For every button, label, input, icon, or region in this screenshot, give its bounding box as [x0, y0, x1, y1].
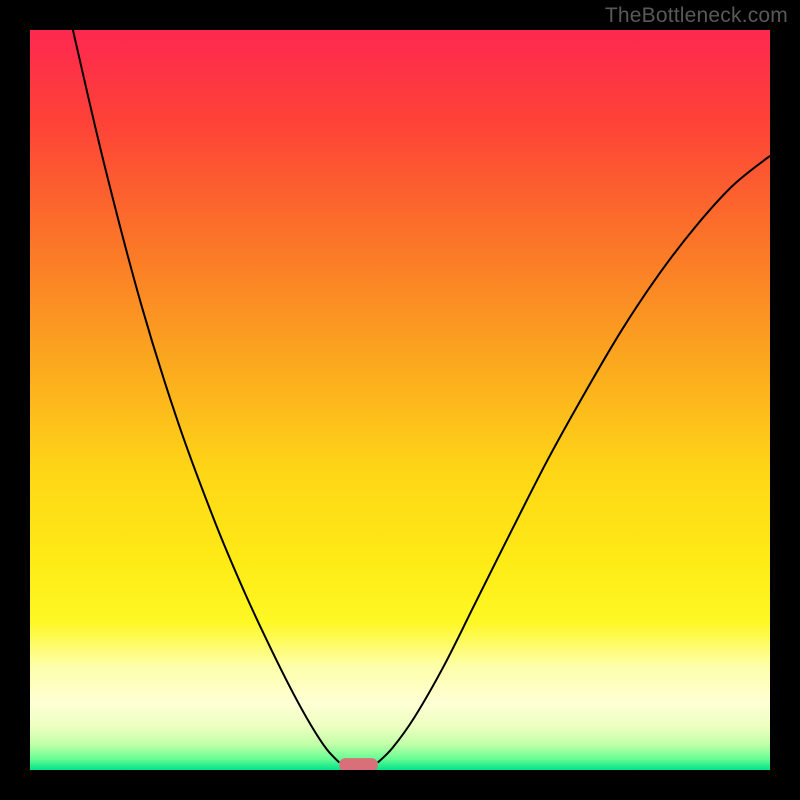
watermark-label: TheBottleneck.com [605, 4, 788, 28]
bottleneck-curve-chart [0, 0, 800, 800]
plot-area [30, 30, 770, 770]
optimum-marker [339, 758, 377, 771]
chart-canvas: TheBottleneck.com [0, 0, 800, 800]
